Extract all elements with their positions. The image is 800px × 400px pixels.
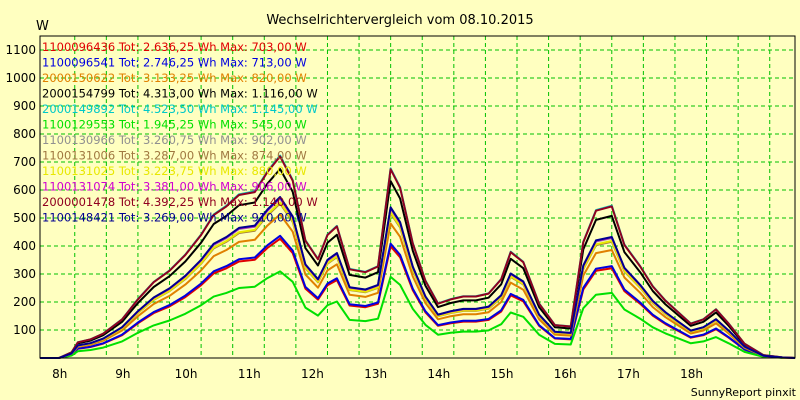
y-tick-label: 100 — [13, 323, 36, 337]
y-tick-label: 1100 — [5, 43, 36, 57]
series-line-1100129553 — [40, 270, 796, 359]
axis-layer: 100 200 300 400 500 600 700 800 900 1000 1100 8h 9h 1… — [5, 43, 703, 381]
legend-entry-1100148421: 1100148421 Tot: 3.269,00 Wh Max: 910,00 … — [42, 211, 307, 225]
series-line-1100131025 — [40, 201, 796, 359]
y-axis-unit-label: W — [36, 19, 49, 34]
legend-entry-1100096541: 1100096541 Tot: 2.746,25 Wh Max: 713,00 … — [42, 56, 307, 70]
x-tick-label: 13h — [364, 367, 387, 381]
x-tick-label: 14h — [427, 367, 450, 381]
plot-frame — [39, 35, 796, 359]
x-tick-label: 16h — [554, 367, 577, 381]
legend-entry-2000150622: 2000150622 Tot: 3.133,25 Wh Max: 820,00 … — [42, 71, 307, 85]
y-tick-label: 200 — [13, 295, 36, 309]
legend-entry-1100131025: 1100131025 Tot: 3.223,75 Wh Max: 880,00 … — [42, 164, 307, 178]
series-line-2000154799 — [40, 168, 796, 359]
y-tick-label: 900 — [13, 99, 36, 113]
legend-entry-1100096436: 1100096436 Tot: 2.636,25 Wh Max: 703,00 … — [42, 40, 307, 54]
y-tick-label: 400 — [13, 239, 36, 253]
legend-entry-1100129553: 1100129553 Tot: 1.945,25 Wh Max: 545,00 … — [42, 118, 307, 132]
legend-entry-2000001478: 2000001478 Tot: 4.392,25 Wh Max: 1.140,0… — [42, 195, 318, 209]
x-tick-label: 11h — [238, 367, 261, 381]
x-tick-label: 17h — [617, 367, 640, 381]
series-line-1100148421 — [40, 196, 796, 359]
y-tick-label: 300 — [13, 267, 36, 281]
footer-credit: SunnyReport pinxit — [691, 386, 797, 399]
legend-entry-1100130966: 1100130966 Tot: 3.260,75 Wh Max: 902,00 … — [42, 133, 307, 147]
x-tick-label: 15h — [491, 367, 514, 381]
y-tick-label: 500 — [13, 211, 36, 225]
y-tick-label: 800 — [13, 127, 36, 141]
y-tick-label: 600 — [13, 183, 36, 197]
y-tick-label: 1000 — [5, 71, 36, 85]
legend-entry-1100131006: 1100131006 Tot: 3.287,00 Wh Max: 874,00 … — [42, 149, 307, 163]
x-tick-label: 9h — [115, 367, 130, 381]
series-line-1100096541 — [40, 234, 796, 359]
x-tick-label: 10h — [175, 367, 198, 381]
legend-entry-2000149892: 2000149892 Tot: 4.523,50 Wh Max: 1.145,0… — [42, 102, 318, 116]
series-layer — [40, 154, 796, 359]
x-tick-label: 12h — [301, 367, 324, 381]
y-tick-label: 700 — [13, 155, 36, 169]
chart-title: Wechselrichtervergleich vom 08.10.2015 — [266, 13, 533, 28]
x-tick-label: 8h — [52, 367, 67, 381]
legend-entry-2000154799: 2000154799 Tot: 4.313,00 Wh Max: 1.116,0… — [42, 87, 318, 101]
x-tick-label: 18h — [680, 367, 703, 381]
series-line-2000001478 — [40, 155, 796, 359]
series-line-2000150622 — [40, 213, 796, 359]
legend-entry-1100131074: 1100131074 Tot: 3.381,00 Wh Max: 906,00 … — [42, 180, 307, 194]
legend-layer: 1100096436 Tot: 2.636,25 Wh Max: 703,00 … — [42, 40, 318, 225]
